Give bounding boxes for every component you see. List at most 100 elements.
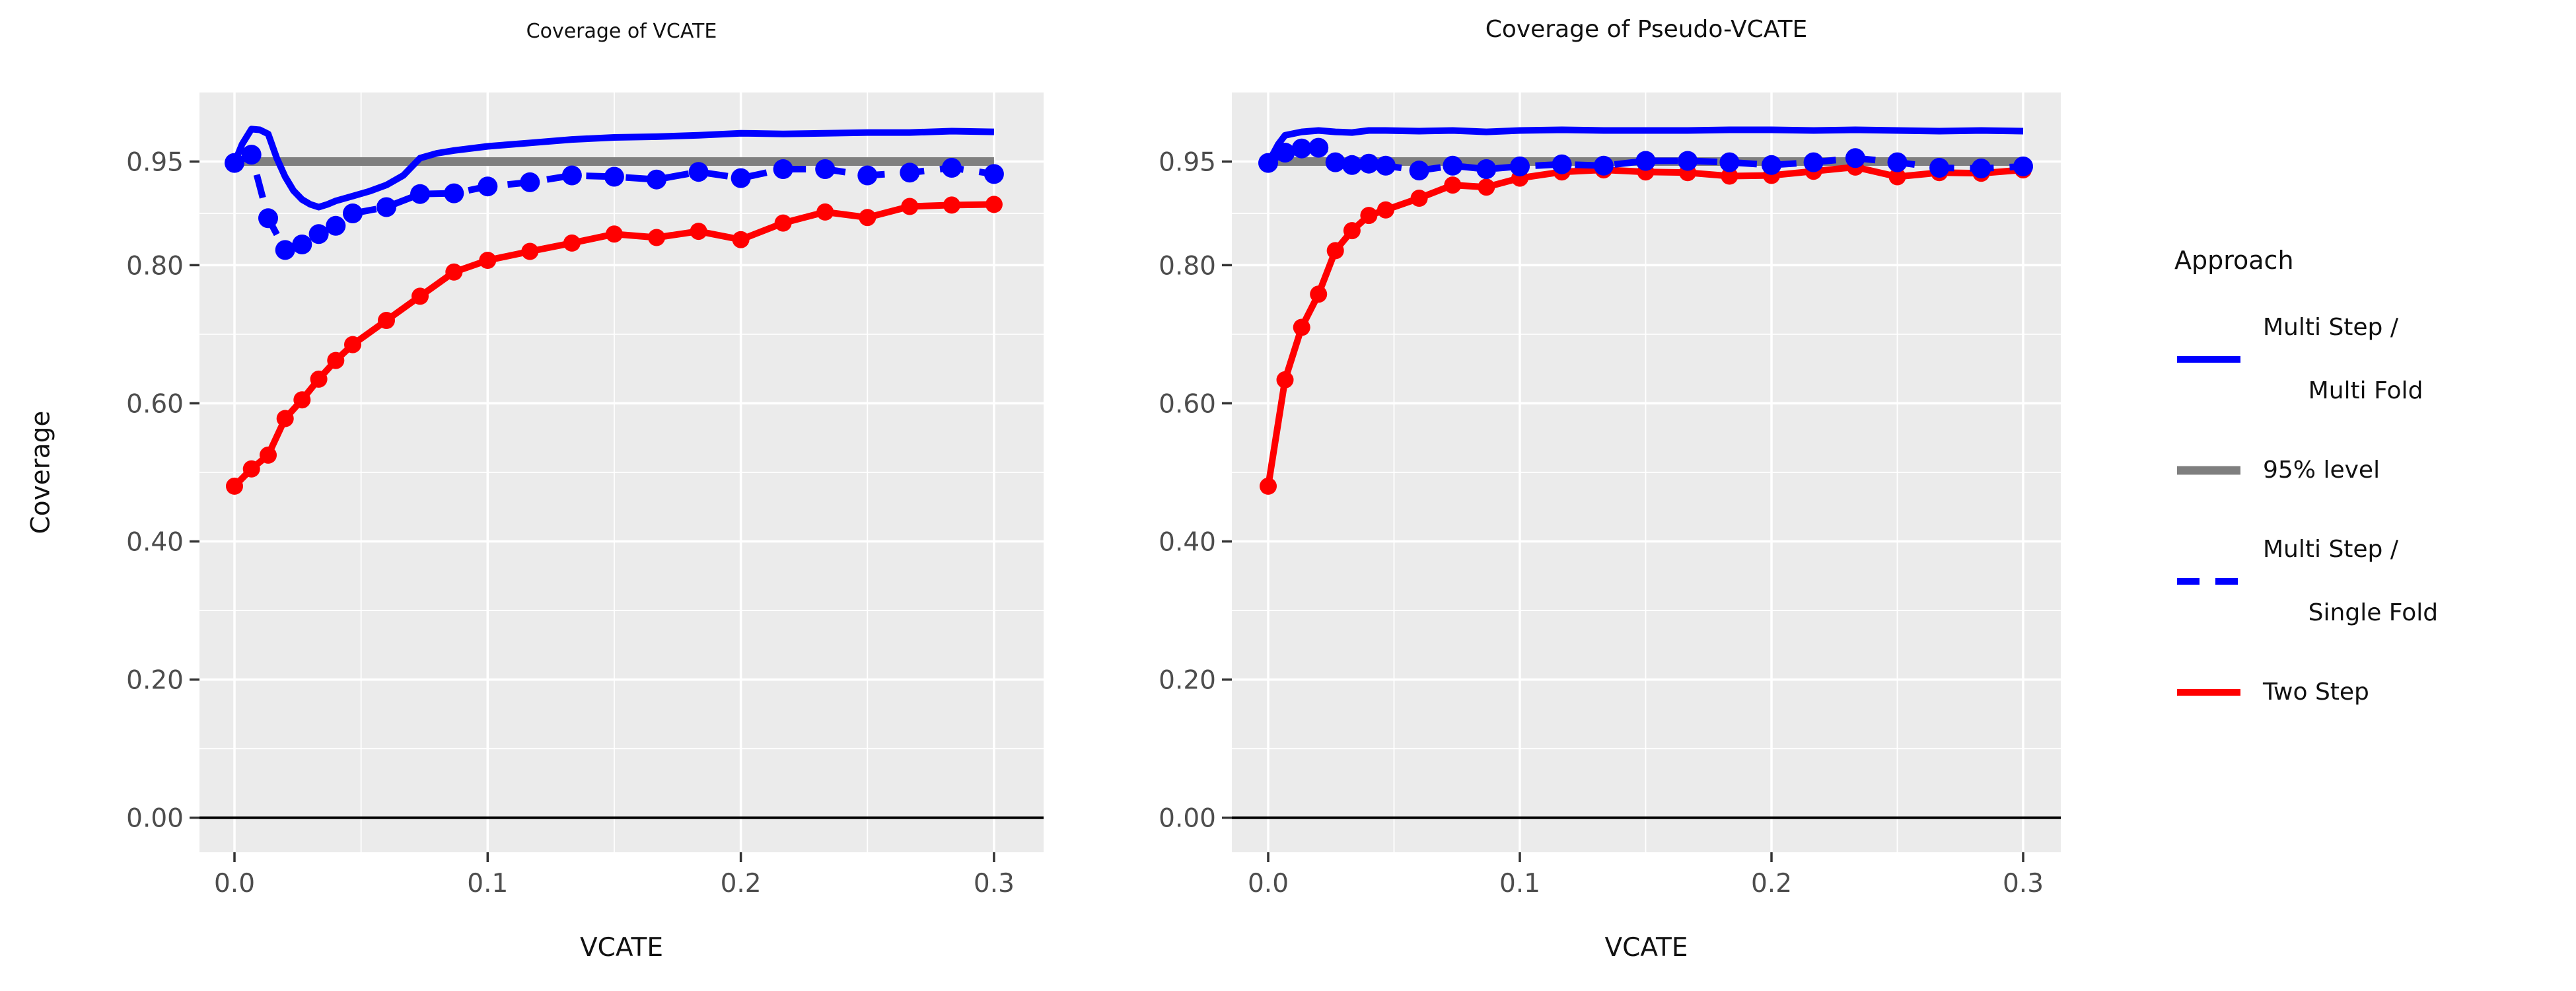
legend-entry-single-fold: Multi Step / Single Fold <box>2174 534 2571 629</box>
data-point <box>648 229 665 246</box>
y-tick-label: 0.95 <box>1159 148 1216 178</box>
y-axis-title: Coverage <box>26 410 56 534</box>
data-point <box>411 287 429 305</box>
data-point <box>605 225 623 243</box>
data-point <box>1359 153 1379 174</box>
data-point <box>1721 167 1738 185</box>
data-point <box>561 165 582 186</box>
data-point <box>479 252 497 269</box>
data-point <box>1971 159 1991 178</box>
legend-label-line: Multi Step / <box>2263 536 2398 563</box>
legend-label-line: Multi Step / <box>2263 314 2398 341</box>
data-point <box>226 477 243 495</box>
x-tick-label: 0.3 <box>974 869 1015 899</box>
data-point <box>344 336 361 353</box>
data-point <box>857 165 878 186</box>
y-tick-label: 0.60 <box>1159 389 1216 419</box>
data-point <box>1510 156 1530 176</box>
data-point <box>1260 477 1277 495</box>
data-point <box>1887 152 1908 172</box>
legend-entry-two-step: Two Step <box>2174 673 2571 712</box>
panel-title-pseudo-vcate: Coverage of Pseudo-VCATE <box>1485 16 1808 43</box>
x-tick-label: 0.2 <box>1751 869 1792 899</box>
legend-label-multi-fold: Multi Step / Multi Fold <box>2263 312 2423 407</box>
legend-title: Approach <box>2174 246 2294 275</box>
data-point <box>647 169 666 190</box>
data-point <box>941 158 962 178</box>
data-point <box>1929 158 1950 178</box>
data-point <box>444 183 464 203</box>
data-point <box>1719 152 1740 172</box>
data-point <box>815 159 836 179</box>
data-point <box>985 196 1003 213</box>
plot-panel-vcate: 0.0 0.1 0.2 0.3 0.95 0.80 0.60 0.40 0.20 0.00 <box>126 92 1044 899</box>
data-point <box>1276 371 1294 388</box>
y-tick-label: 0.00 <box>1159 804 1216 834</box>
data-point <box>2013 156 2033 176</box>
x-tick-label: 0.0 <box>1248 869 1289 899</box>
legend-label-two-step: Two Step <box>2263 677 2369 708</box>
data-point <box>1291 138 1312 159</box>
data-point <box>774 214 792 232</box>
data-point <box>1803 152 1824 172</box>
plot-panel-pseudo-vcate: 0.0 0.1 0.2 0.3 0.95 0.80 0.60 0.40 0.20 0.00 <box>1159 92 2061 899</box>
data-point <box>1635 151 1656 171</box>
y-tick-label: 0.80 <box>126 251 184 281</box>
data-point <box>1326 242 1344 260</box>
data-point <box>293 391 311 409</box>
data-point <box>1443 155 1463 176</box>
data-point <box>1678 151 1698 171</box>
data-point <box>604 166 624 187</box>
series-line <box>231 126 994 211</box>
legend-label-single-fold: Multi Step / Single Fold <box>2263 534 2438 629</box>
data-point <box>242 460 260 478</box>
data-point <box>258 208 278 229</box>
x-tick-label: 0.2 <box>721 869 762 899</box>
y-tick-label: 0.95 <box>126 148 184 178</box>
x-tick-label: 0.1 <box>1499 869 1540 899</box>
legend-key-single-fold-dashed-line-icon <box>2177 578 2240 585</box>
data-point <box>563 234 581 252</box>
data-point <box>327 351 345 369</box>
data-point <box>773 159 793 179</box>
data-point <box>1308 137 1329 158</box>
data-point <box>688 162 709 182</box>
data-point <box>1593 155 1614 176</box>
data-point <box>378 312 395 329</box>
data-point <box>1444 176 1462 194</box>
data-point <box>1293 318 1310 336</box>
data-point <box>521 242 539 260</box>
legend-label-95-level: 95% level <box>2263 455 2380 486</box>
data-point <box>1409 161 1429 181</box>
series-line <box>1265 126 2024 165</box>
data-point <box>241 145 262 165</box>
data-point <box>260 446 277 464</box>
data-point <box>478 176 498 197</box>
data-point <box>732 231 750 248</box>
y-tick-label: 0.60 <box>126 389 184 419</box>
data-point <box>1310 285 1328 303</box>
panel-title-vcate: Coverage of VCATE <box>526 20 717 43</box>
legend-key-two-step-line-icon <box>2177 689 2240 696</box>
data-point <box>1845 148 1865 168</box>
data-point <box>343 203 363 223</box>
data-point <box>1343 222 1361 240</box>
legend-entry-95-level: 95% level <box>2174 451 2571 490</box>
data-point <box>1476 159 1497 179</box>
x-tick-label: 0.1 <box>467 869 508 899</box>
data-point <box>520 172 540 192</box>
data-point <box>1377 201 1394 219</box>
y-tick-label: 0.40 <box>126 528 184 558</box>
data-point <box>900 163 920 183</box>
legend-label-line: Single Fold <box>2308 599 2439 626</box>
data-point <box>1342 155 1362 175</box>
y-tick-label: 0.00 <box>126 804 184 834</box>
y-tick-label: 0.20 <box>1159 666 1216 696</box>
data-point <box>410 184 430 204</box>
legend-entry-multi-fold: Multi Step / Multi Fold <box>2174 312 2571 407</box>
data-point <box>731 168 751 188</box>
data-point <box>1552 154 1572 174</box>
legend: Approach Multi Step / Multi Fold 95% lev… <box>2174 246 2571 756</box>
x-tick-label: 0.3 <box>2003 869 2044 899</box>
